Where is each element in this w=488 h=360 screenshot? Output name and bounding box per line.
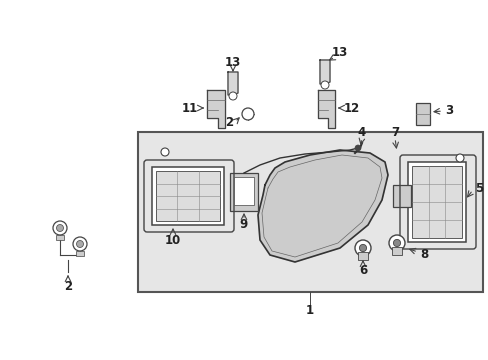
Polygon shape (227, 72, 238, 95)
Bar (138, 132, 482, 292)
Text: 4: 4 (357, 126, 366, 139)
Text: 8: 8 (419, 248, 427, 261)
Bar (358, 252, 367, 260)
Circle shape (161, 148, 169, 156)
Text: 2: 2 (224, 116, 232, 129)
Polygon shape (206, 90, 224, 128)
Text: 11: 11 (182, 102, 198, 114)
Text: 13: 13 (331, 45, 347, 58)
Circle shape (73, 237, 87, 251)
Circle shape (320, 81, 328, 89)
Text: 13: 13 (224, 55, 241, 68)
Polygon shape (258, 150, 387, 262)
Bar (392, 185, 410, 207)
Circle shape (354, 145, 360, 151)
Bar (229, 173, 258, 211)
Bar (407, 162, 465, 242)
Bar (76, 251, 84, 256)
Bar (56, 235, 64, 240)
Circle shape (455, 154, 463, 162)
Circle shape (53, 221, 67, 235)
Bar (415, 103, 429, 125)
Text: 10: 10 (164, 234, 181, 247)
Circle shape (354, 240, 370, 256)
Text: 12: 12 (343, 102, 360, 114)
Polygon shape (319, 60, 329, 84)
Circle shape (388, 235, 404, 251)
Text: 9: 9 (240, 219, 247, 231)
Text: 3: 3 (444, 104, 452, 117)
Text: 5: 5 (474, 181, 482, 194)
Circle shape (392, 239, 400, 247)
Circle shape (359, 244, 366, 252)
Bar (411, 166, 461, 238)
Text: 7: 7 (390, 126, 398, 139)
Bar (152, 167, 224, 225)
Circle shape (228, 92, 237, 100)
Text: 6: 6 (358, 264, 366, 276)
Bar (391, 247, 401, 255)
Polygon shape (317, 90, 334, 128)
Bar (234, 177, 253, 205)
Text: 2: 2 (64, 279, 72, 292)
Circle shape (76, 240, 83, 248)
Circle shape (242, 108, 253, 120)
Bar (156, 171, 220, 221)
Circle shape (57, 225, 63, 231)
Text: 1: 1 (305, 303, 313, 316)
